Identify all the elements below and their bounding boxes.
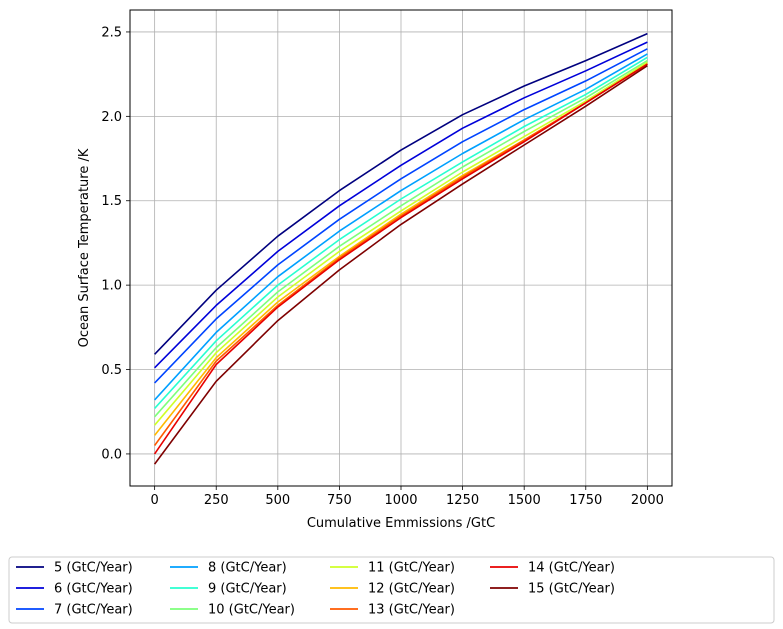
x-axis-ticks: 0 250 500 750 1000 1250 1500 1750 2000 [150,486,664,508]
x-tick-label: 1250 [446,493,479,508]
legend-item: 14 (GtC/Year) [490,561,615,576]
legend-item: 15 (GtC/Year) [490,582,615,597]
legend-item: 11 (GtC/Year) [330,561,455,576]
x-tick-label: 1500 [508,493,541,508]
y-tick-label: 2.0 [101,110,122,125]
x-axis-label: Cumulative Emmissions /GtC [307,516,495,531]
x-tick-label: 0 [150,493,158,508]
y-tick-label: 1.0 [101,279,122,294]
legend: 5 (GtC/Year) 6 (GtC/Year) 7 (GtC/Year) 8 (G… [8,556,775,624]
legend-item: 13 (GtC/Year) [330,603,455,618]
y-axis-ticks: 0.0 0.5 1.0 1.5 2.0 2.5 [101,25,130,462]
grid-lines [130,10,672,486]
legend-item: 7 (GtC/Year) [16,603,133,618]
series-line [153,63,648,455]
legend-item: 10 (GtC/Year) [170,603,295,618]
series-line [154,59,648,418]
legend-label: 12 (GtC/Year) [368,582,455,597]
x-tick-label: 750 [327,493,352,508]
series-line [154,53,648,401]
legend-item: 6 (GtC/Year) [16,582,133,597]
x-tick-label: 2000 [631,493,664,508]
x-tick-label: 1750 [569,493,602,508]
series-lines [153,32,648,465]
series-line [154,56,648,409]
y-axis-label: Ocean Surface Temperature /K [77,148,92,347]
x-tick-label: 250 [204,493,229,508]
series-line [154,41,648,369]
legend-item: 12 (GtC/Year) [330,582,455,597]
y-tick-label: 2.5 [101,25,122,40]
legend-label: 5 (GtC/Year) [54,561,133,576]
legend-frame [8,556,775,624]
series-line [154,32,648,355]
legend-item: 5 (GtC/Year) [16,561,133,576]
series-line [153,61,648,426]
legend-label: 9 (GtC/Year) [208,582,287,597]
legend-label: 15 (GtC/Year) [528,582,615,597]
legend-label: 6 (GtC/Year) [54,582,133,597]
legend-label: 8 (GtC/Year) [208,561,287,576]
x-tick-label: 1000 [384,493,417,508]
legend-label: 13 (GtC/Year) [368,603,455,618]
legend-label: 10 (GtC/Year) [208,603,295,618]
legend-label: 7 (GtC/Year) [54,603,133,618]
series-line [153,65,648,465]
y-tick-label: 0.5 [101,363,122,378]
x-tick-label: 500 [265,493,290,508]
y-tick-label: 1.5 [101,194,122,209]
legend-label: 11 (GtC/Year) [368,561,455,576]
legend-item: 8 (GtC/Year) [170,561,287,576]
legend-item: 9 (GtC/Year) [170,582,287,597]
y-tick-label: 0.0 [101,447,122,462]
legend-label: 14 (GtC/Year) [528,561,615,576]
series-line [154,48,648,384]
